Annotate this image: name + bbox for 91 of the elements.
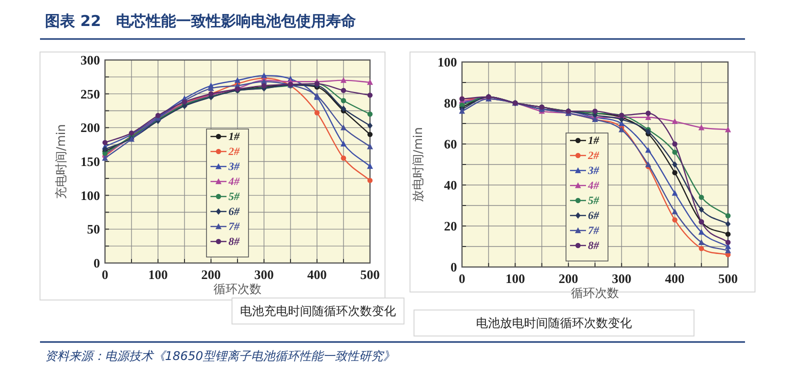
legend-label: 4# [228, 176, 240, 188]
x-tick-label: 500 [718, 271, 738, 286]
point [367, 92, 373, 98]
x-tick-label: 300 [612, 271, 632, 286]
text: 电池充电时间随循环次数变化 [240, 304, 396, 318]
x-tick-label: 200 [558, 271, 578, 286]
point [698, 206, 704, 213]
legend-label: 4# [587, 180, 600, 192]
point [645, 146, 652, 153]
x-axis-title: 循环次数 [214, 282, 262, 296]
y-tick-label: 0 [94, 256, 100, 270]
legend-label: 5# [228, 191, 240, 203]
point [672, 217, 678, 222]
point [646, 110, 651, 116]
point [672, 190, 678, 196]
point [234, 77, 240, 83]
y-tick-label: 150 [80, 154, 100, 169]
point [725, 126, 731, 132]
point [367, 132, 373, 138]
x-tick-label: 200 [201, 267, 221, 282]
y-tick-label: 80 [444, 96, 457, 110]
point [672, 170, 678, 176]
point [340, 156, 346, 161]
legend-label: 1# [228, 131, 240, 143]
point [725, 213, 731, 218]
text: 资料来源：电源技术《18650型锂离子电池循环性能一致性研究》 [45, 349, 396, 363]
legend-label: 8# [588, 240, 600, 252]
x-tick-label: 100 [148, 267, 168, 282]
legend-label: 7# [588, 225, 600, 237]
point [367, 112, 373, 117]
legend-label: 3# [228, 161, 240, 173]
legend-label: 2# [587, 150, 600, 162]
point [340, 88, 346, 94]
point [340, 77, 346, 83]
point [645, 161, 652, 168]
point [340, 98, 346, 104]
y-axis-title: 放电时间/min [411, 127, 425, 202]
point [672, 118, 678, 124]
point [672, 208, 678, 214]
legend-label: 1# [588, 135, 600, 147]
point [698, 246, 704, 252]
x-tick-label: 500 [360, 267, 380, 282]
point [725, 220, 731, 228]
point [672, 141, 678, 147]
legend-label: 7# [228, 221, 240, 233]
y-tick-label: 300 [80, 52, 100, 68]
point [340, 124, 346, 130]
y-axis-title: 充电时间/min [54, 124, 68, 199]
point [698, 228, 704, 235]
point [646, 128, 651, 135]
y-tick-label: 20 [444, 218, 457, 234]
point [725, 232, 731, 237]
point [672, 161, 678, 168]
x-axis-title: 循环次数 [571, 286, 619, 300]
legend-label: 6# [228, 206, 240, 218]
legend-label: 5# [588, 195, 600, 207]
point [367, 163, 373, 169]
legend-label: 3# [587, 165, 600, 177]
point [340, 140, 346, 147]
point [367, 122, 373, 129]
point [102, 146, 108, 153]
y-tick-label: 50 [87, 222, 100, 237]
point [459, 102, 465, 108]
point [102, 140, 108, 146]
point [367, 178, 373, 184]
y-tick-label: 40 [444, 178, 457, 192]
point [459, 108, 465, 114]
point [698, 239, 704, 245]
point [261, 72, 267, 78]
point [672, 150, 678, 155]
text: 电池放电时间随循环次数变化 [476, 316, 632, 330]
legend-label: 8# [228, 236, 240, 248]
point [698, 124, 704, 130]
point [314, 110, 320, 116]
point [367, 79, 373, 85]
point [208, 85, 214, 92]
y-tick-label: 60 [444, 136, 457, 152]
x-tick-label: 400 [665, 271, 685, 286]
legend-label: 2# [228, 146, 240, 158]
point [725, 240, 731, 245]
legend-label: 6# [588, 210, 600, 222]
y-tick-label: 100 [80, 188, 100, 203]
point [698, 194, 704, 200]
x-tick-label: 300 [254, 267, 274, 282]
x-tick-label: 100 [505, 271, 525, 286]
y-tick-label: 200 [80, 120, 100, 136]
chart-title: 图表 22 电芯性能一致性影响电池包使用寿命 [45, 12, 358, 30]
y-tick-label: 250 [80, 86, 100, 102]
x-tick-label: 400 [307, 267, 327, 282]
y-tick-label: 100 [438, 54, 457, 70]
point [340, 106, 346, 112]
